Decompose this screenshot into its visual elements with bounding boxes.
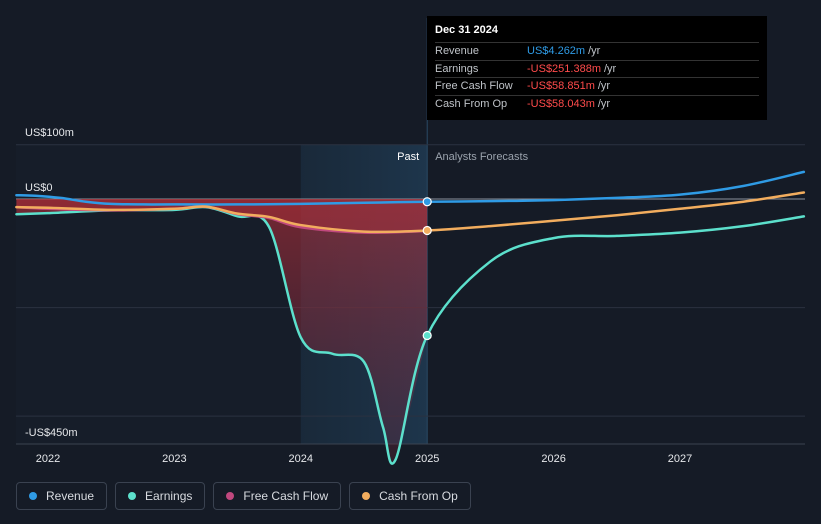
- chart: US$100m US$0 -US$450m 2022 2023 2024 2025 2026 2…: [15, 18, 806, 465]
- cash-from-op-line: [15, 191, 806, 234]
- x-tick-label-2024: 2024: [289, 453, 313, 465]
- tooltip-row-unit: /yr: [604, 62, 617, 75]
- y-tick-label-2: -US$450m: [25, 427, 78, 439]
- x-tick-label-2026: 2026: [541, 453, 565, 465]
- free-cash-flow-area: [16, 199, 428, 233]
- tooltip-row-unit: /yr: [597, 97, 611, 110]
- x-tick-label-2023: 2023: [162, 453, 186, 465]
- legend-item-earnings[interactable]: Earnings: [115, 482, 206, 510]
- legend: Revenue Earnings Free Cash Flow Cash From O…: [16, 482, 471, 510]
- y-tick-label-1: US$0: [25, 182, 53, 194]
- tooltip-row-unit: /yr: [597, 80, 611, 93]
- legend-label: Earnings: [145, 489, 193, 503]
- past-label: Past: [397, 151, 419, 163]
- tooltip-row: Free Cash Flow -US$58.851m/yr: [435, 77, 759, 95]
- earnings-loss-area: [16, 199, 428, 464]
- tooltip-row-label: Earnings: [435, 62, 479, 75]
- x-tick-label-2027: 2027: [668, 453, 692, 465]
- legend-label: Revenue: [46, 489, 95, 503]
- legend-label: Free Cash Flow: [243, 489, 329, 503]
- legend-dot-icon: [128, 492, 137, 500]
- legend-dot-icon: [226, 492, 235, 500]
- tooltip-row: Revenue US$4.262m/yr: [435, 42, 759, 60]
- earnings-point: [422, 330, 432, 341]
- tooltip-row: Cash From Op -US$58.043m/yr: [435, 94, 759, 113]
- tooltip-row-value: -US$58.043m: [527, 97, 595, 110]
- tooltip-row-unit: /yr: [588, 45, 601, 58]
- x-tick-label-2025: 2025: [415, 453, 439, 465]
- tooltip: Dec 31 2024 Revenue US$4.262m/yr Earnings -…: [427, 16, 767, 120]
- revenue-point: [422, 197, 432, 207]
- tooltip-row-value: -US$58.851m: [527, 80, 595, 93]
- tooltip-date: Dec 31 2024: [435, 24, 498, 36]
- legend-dot-icon: [29, 492, 37, 500]
- legend-dot-icon: [362, 492, 371, 500]
- legend-item-cash-from-op[interactable]: Cash From Op: [349, 482, 471, 510]
- tooltip-row-label: Revenue: [435, 45, 480, 58]
- tooltip-row: Earnings -US$251.388m/yr: [435, 59, 759, 78]
- tooltip-row-value: US$4.262m: [527, 45, 586, 58]
- tooltip-row-label: Cash From Op: [435, 97, 508, 110]
- legend-item-free-cash-flow[interactable]: Free Cash Flow: [213, 482, 342, 510]
- cash-from-op-point: [422, 225, 432, 236]
- tooltip-row-label: Free Cash Flow: [435, 80, 513, 93]
- legend-item-revenue[interactable]: Revenue: [16, 482, 108, 510]
- x-tick-label-2022: 2022: [36, 453, 60, 465]
- legend-label: Cash From Op: [379, 489, 458, 503]
- revenue-line: [15, 170, 806, 206]
- tooltip-row-value: -US$251.388m: [527, 62, 601, 75]
- y-tick-label-0: US$100m: [25, 127, 74, 139]
- forecast-label: Analysts Forecasts: [435, 151, 528, 163]
